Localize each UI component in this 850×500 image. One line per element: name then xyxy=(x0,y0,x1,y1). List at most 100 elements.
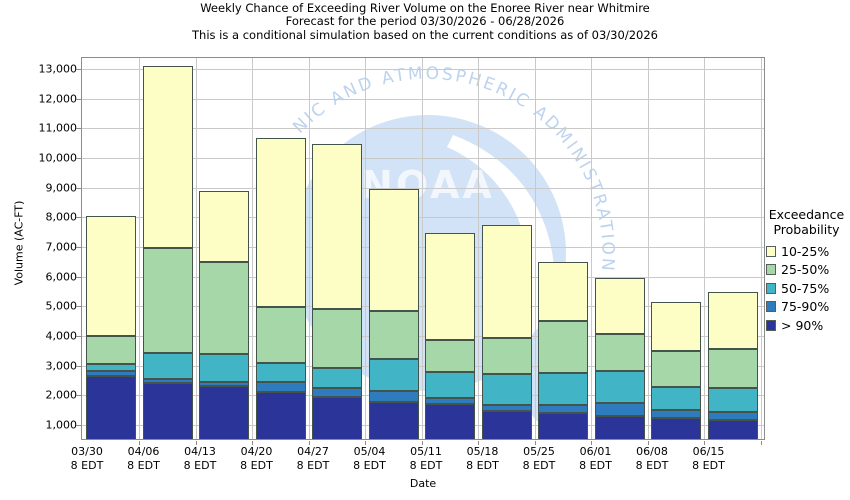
legend-item: > 90% xyxy=(763,316,850,335)
h-gridline xyxy=(81,425,765,427)
h-gridline xyxy=(81,336,765,338)
legend-title-line1: Exceedance xyxy=(768,207,845,222)
legend: Exceedance Probability 10-25% 25-50% 50-75… xyxy=(763,207,850,335)
h-gridline xyxy=(81,365,765,367)
plot-area: NIC AND ATMOSPHERIC ADMINISTRATION NOAA xyxy=(81,57,765,440)
legend-label: 25-50% xyxy=(781,262,830,278)
legend-swatch xyxy=(766,282,776,294)
h-gridline xyxy=(81,276,765,278)
bar-segment xyxy=(368,401,419,440)
y-tick-label: 6,000 xyxy=(45,270,78,284)
bar-segment xyxy=(594,403,645,416)
legend-title: Exceedance Probability xyxy=(763,207,850,237)
x-tick-label: 04/27 8 EDT xyxy=(297,445,330,472)
x-tick-time: 8 EDT xyxy=(692,458,725,472)
y-tick-mark xyxy=(76,276,81,278)
y-tick-label: 11,000 xyxy=(38,121,78,135)
legend-item: 75-90% xyxy=(763,298,850,317)
legend-item: 50-75% xyxy=(763,279,850,298)
v-gridline xyxy=(195,57,197,440)
y-tick-mark xyxy=(76,336,81,338)
x-tick-mark xyxy=(478,441,479,445)
y-tick-label: 3,000 xyxy=(45,359,78,373)
bar-segment xyxy=(312,396,362,440)
y-tick-label: 13,000 xyxy=(38,62,78,76)
v-gridline xyxy=(647,57,649,440)
y-tick-label: 9,000 xyxy=(45,181,78,195)
chart-title-line2: Forecast for the period 03/30/2026 - 06/… xyxy=(285,14,565,29)
x-tick-mark xyxy=(591,441,592,445)
x-tick-time: 8 EDT xyxy=(522,458,556,472)
y-tick-mark xyxy=(76,395,81,397)
bar-segment xyxy=(255,362,306,383)
h-gridline xyxy=(81,306,765,308)
bar-segment xyxy=(199,385,249,440)
bar-segment xyxy=(538,373,588,406)
h-gridline xyxy=(81,217,765,219)
v-gridline xyxy=(252,57,253,440)
legend-label: 50-75% xyxy=(781,280,830,296)
bar-segment xyxy=(538,413,588,440)
x-tick-label: 04/06 8 EDT xyxy=(127,445,160,472)
bar-segment xyxy=(142,247,193,353)
x-tick-date: 05/04 xyxy=(353,445,386,458)
x-tick-mark xyxy=(139,441,140,445)
h-gridline xyxy=(81,128,765,130)
bar-segment xyxy=(312,308,362,369)
bar-segment xyxy=(425,398,475,405)
bar-segment xyxy=(199,382,249,386)
bar-segment xyxy=(651,350,701,388)
chart-title-line3: This is a conditional simulation based o… xyxy=(192,27,658,42)
legend-swatch xyxy=(766,264,776,276)
legend-swatch xyxy=(766,301,776,313)
bar-segment xyxy=(425,372,475,399)
bar-segment xyxy=(481,225,532,338)
x-tick-time: 8 EDT xyxy=(240,458,273,472)
x-tick-mark xyxy=(704,441,705,445)
v-gridline xyxy=(760,57,762,440)
x-axis-title: Date xyxy=(409,477,437,490)
bar-segment xyxy=(86,215,136,337)
y-tick-label: 5,000 xyxy=(45,299,78,313)
bar-segment xyxy=(199,191,249,263)
legend-swatch xyxy=(766,245,776,257)
bar-segment xyxy=(651,418,701,440)
x-tick-time: 8 EDT xyxy=(127,458,160,472)
bar-segment xyxy=(538,405,588,414)
v-gridline xyxy=(365,57,366,440)
bar-segment xyxy=(199,262,249,355)
x-tick-date: 03/30 xyxy=(71,445,103,458)
y-tick-mark xyxy=(76,68,81,70)
legend-item: 25-50% xyxy=(763,261,850,280)
x-tick-time: 8 EDT xyxy=(409,458,443,472)
y-tick-mark xyxy=(76,306,81,308)
bar-segment xyxy=(255,307,306,363)
x-tick-mark xyxy=(760,441,762,445)
x-tick-mark xyxy=(365,441,366,445)
chart-title-block: Weekly Chance of Exceeding River Volume … xyxy=(0,1,850,42)
bar-segment xyxy=(707,349,758,389)
bar-segment xyxy=(142,65,193,248)
chart-title-line1: Weekly Chance of Exceeding River Volume … xyxy=(200,1,650,15)
v-gridline xyxy=(139,57,140,440)
bar-segment xyxy=(255,138,306,308)
y-tick-label: 4,000 xyxy=(45,329,78,343)
bar-segment xyxy=(481,337,532,374)
legend-label: > 90% xyxy=(781,317,824,333)
bar-segment xyxy=(312,368,362,388)
legend-items: 10-25% 25-50% 50-75% 75-90% > 90% xyxy=(763,242,850,335)
bar-segment xyxy=(312,387,362,397)
x-tick-label: 04/13 8 EDT xyxy=(184,445,217,472)
x-tick-date: 04/20 xyxy=(240,445,273,458)
bar-segment xyxy=(255,392,306,440)
bar-segment xyxy=(255,382,306,393)
legend-item: 10-25% xyxy=(763,242,850,261)
bar-segment xyxy=(594,371,645,404)
h-gridline xyxy=(81,395,765,397)
v-gridline xyxy=(421,57,423,440)
x-tick-time: 8 EDT xyxy=(635,458,669,472)
bar-segment xyxy=(368,391,419,402)
v-gridline xyxy=(704,57,705,440)
bar-segment xyxy=(142,352,193,380)
x-tick-mark xyxy=(421,441,423,445)
